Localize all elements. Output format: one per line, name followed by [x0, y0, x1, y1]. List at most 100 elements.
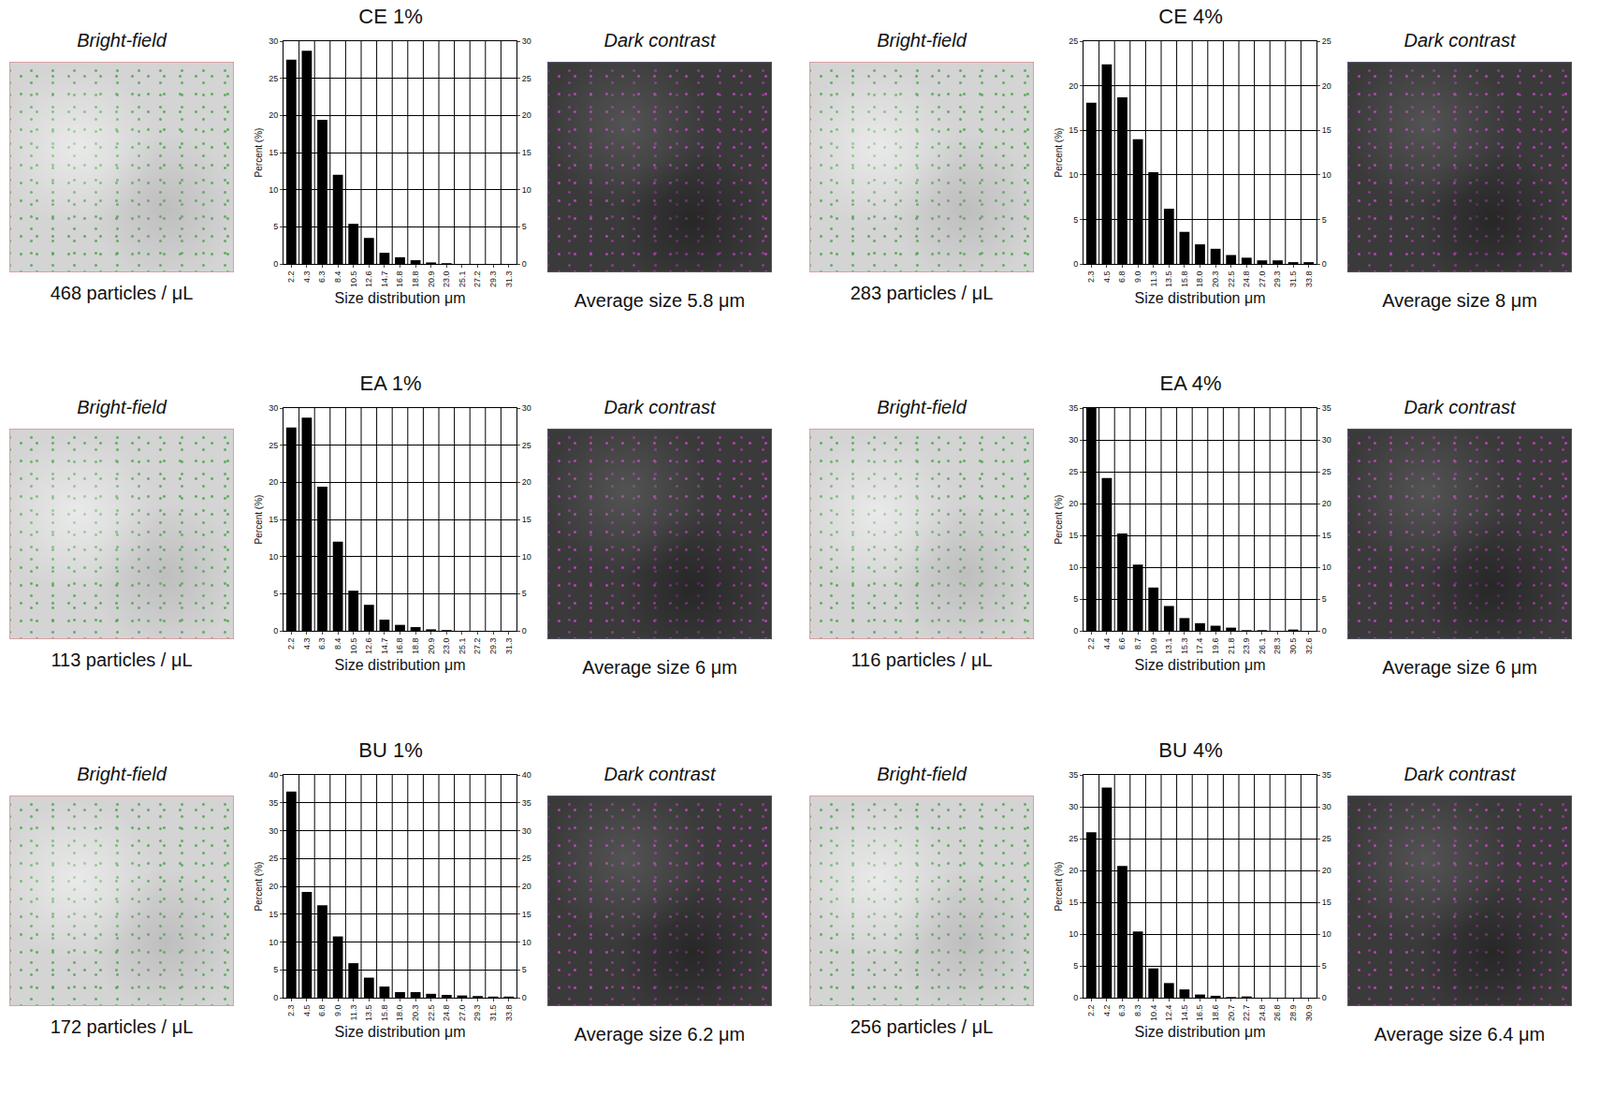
- svg-text:CE 4%: CE 4%: [1158, 4, 1222, 29]
- svg-text:10.5: 10.5: [349, 271, 359, 289]
- svg-text:18.0: 18.0: [1194, 271, 1205, 289]
- svg-text:10: 10: [1068, 929, 1078, 939]
- svg-text:29.3: 29.3: [1272, 271, 1282, 289]
- svg-text:14.7: 14.7: [379, 638, 390, 655]
- svg-text:2.3: 2.3: [286, 1004, 296, 1018]
- svg-text:6.8: 6.8: [1117, 271, 1127, 284]
- svg-text:35: 35: [522, 798, 532, 808]
- svg-text:5: 5: [522, 221, 527, 232]
- svg-text:20.9: 20.9: [426, 638, 437, 655]
- svg-text:15: 15: [1322, 125, 1332, 135]
- svg-text:13.1: 13.1: [1163, 638, 1174, 655]
- svg-text:20.3: 20.3: [1210, 271, 1221, 289]
- svg-text:10.4: 10.4: [1149, 1004, 1159, 1022]
- svg-text:BU 1%: BU 1%: [358, 738, 422, 762]
- svg-text:Size distribution μm: Size distribution μm: [334, 290, 466, 306]
- svg-text:25.1: 25.1: [457, 638, 467, 655]
- svg-text:6.3: 6.3: [317, 638, 327, 651]
- svg-text:0: 0: [1322, 992, 1327, 1003]
- svg-text:2.2: 2.2: [1086, 638, 1096, 651]
- svg-text:20: 20: [268, 881, 278, 891]
- svg-text:5: 5: [522, 964, 527, 975]
- svg-text:25: 25: [268, 73, 278, 84]
- svg-text:5: 5: [1322, 594, 1327, 604]
- svg-text:18.6: 18.6: [1210, 1004, 1221, 1022]
- svg-text:5: 5: [522, 588, 527, 598]
- svg-text:30: 30: [268, 36, 278, 46]
- svg-text:15.8: 15.8: [379, 1004, 390, 1022]
- svg-text:30.5: 30.5: [1288, 638, 1298, 655]
- svg-text:Percent (%): Percent (%): [253, 494, 264, 545]
- svg-text:0: 0: [273, 259, 278, 269]
- svg-text:15: 15: [1068, 125, 1078, 135]
- svg-text:28.9: 28.9: [1288, 1004, 1298, 1022]
- svg-text:EA 4%: EA 4%: [1159, 371, 1222, 395]
- svg-text:20: 20: [1322, 81, 1332, 91]
- svg-text:15: 15: [522, 514, 532, 524]
- svg-text:Size distribution μm: Size distribution μm: [1134, 1023, 1266, 1040]
- svg-text:15: 15: [268, 147, 278, 158]
- svg-text:30: 30: [1068, 435, 1078, 445]
- svg-text:35: 35: [1322, 770, 1332, 780]
- svg-text:20: 20: [522, 110, 532, 120]
- svg-text:10: 10: [522, 937, 532, 947]
- svg-text:20: 20: [268, 477, 278, 487]
- svg-text:20.3: 20.3: [410, 1004, 421, 1022]
- svg-text:15: 15: [1068, 530, 1078, 540]
- svg-text:16.5: 16.5: [1194, 1004, 1205, 1022]
- svg-text:26.1: 26.1: [1257, 638, 1267, 655]
- svg-text:14.7: 14.7: [379, 271, 390, 289]
- svg-text:29.3: 29.3: [488, 271, 498, 289]
- svg-text:0: 0: [1322, 625, 1327, 636]
- svg-text:40: 40: [522, 770, 532, 780]
- svg-text:4.3: 4.3: [302, 638, 312, 651]
- svg-text:0: 0: [522, 259, 527, 269]
- svg-text:18.8: 18.8: [410, 271, 421, 289]
- svg-text:13.5: 13.5: [1163, 271, 1174, 289]
- svg-text:Percent (%): Percent (%): [253, 861, 264, 912]
- svg-text:0: 0: [522, 992, 527, 1003]
- svg-text:25: 25: [268, 440, 278, 451]
- svg-text:15.3: 15.3: [1179, 638, 1190, 655]
- svg-text:25: 25: [1322, 833, 1332, 844]
- svg-text:31.3: 31.3: [504, 271, 514, 289]
- svg-text:35: 35: [1322, 403, 1332, 413]
- svg-text:25: 25: [522, 440, 532, 451]
- svg-text:25: 25: [1068, 833, 1078, 844]
- svg-text:0: 0: [273, 625, 278, 636]
- svg-text:15: 15: [268, 909, 278, 919]
- svg-text:22.5: 22.5: [1226, 271, 1237, 289]
- svg-text:0: 0: [1073, 259, 1078, 269]
- svg-text:8.4: 8.4: [333, 271, 343, 284]
- svg-text:4.2: 4.2: [1102, 1004, 1112, 1018]
- svg-text:15.8: 15.8: [1179, 271, 1190, 289]
- svg-text:Size distribution μm: Size distribution μm: [1134, 656, 1266, 673]
- svg-text:10: 10: [522, 185, 532, 195]
- svg-text:BU 4%: BU 4%: [1158, 738, 1222, 762]
- svg-text:22.5: 22.5: [426, 1004, 437, 1022]
- svg-text:10: 10: [268, 552, 278, 562]
- svg-text:28.3: 28.3: [1272, 638, 1282, 655]
- svg-text:27.0: 27.0: [457, 1004, 467, 1022]
- svg-text:30: 30: [268, 403, 278, 413]
- svg-text:24.8: 24.8: [1241, 271, 1251, 289]
- svg-text:5: 5: [1322, 215, 1327, 225]
- svg-text:Percent (%): Percent (%): [253, 128, 264, 178]
- svg-text:30: 30: [1322, 435, 1332, 445]
- svg-text:11.3: 11.3: [1149, 271, 1159, 288]
- svg-text:10: 10: [1322, 562, 1332, 572]
- svg-text:5: 5: [273, 221, 278, 232]
- svg-text:18.8: 18.8: [410, 638, 421, 655]
- svg-text:31.5: 31.5: [1288, 271, 1298, 289]
- svg-text:25: 25: [522, 73, 532, 84]
- svg-text:23.0: 23.0: [441, 271, 451, 289]
- svg-text:30: 30: [522, 826, 532, 836]
- svg-text:16.8: 16.8: [394, 638, 405, 655]
- svg-text:29.3: 29.3: [488, 638, 498, 655]
- svg-text:10.9: 10.9: [1149, 638, 1159, 655]
- svg-text:11.3: 11.3: [349, 1004, 359, 1021]
- svg-text:19.6: 19.6: [1210, 638, 1221, 655]
- svg-text:15: 15: [1068, 897, 1078, 907]
- svg-text:12.6: 12.6: [363, 638, 374, 655]
- svg-text:4.5: 4.5: [302, 1004, 312, 1018]
